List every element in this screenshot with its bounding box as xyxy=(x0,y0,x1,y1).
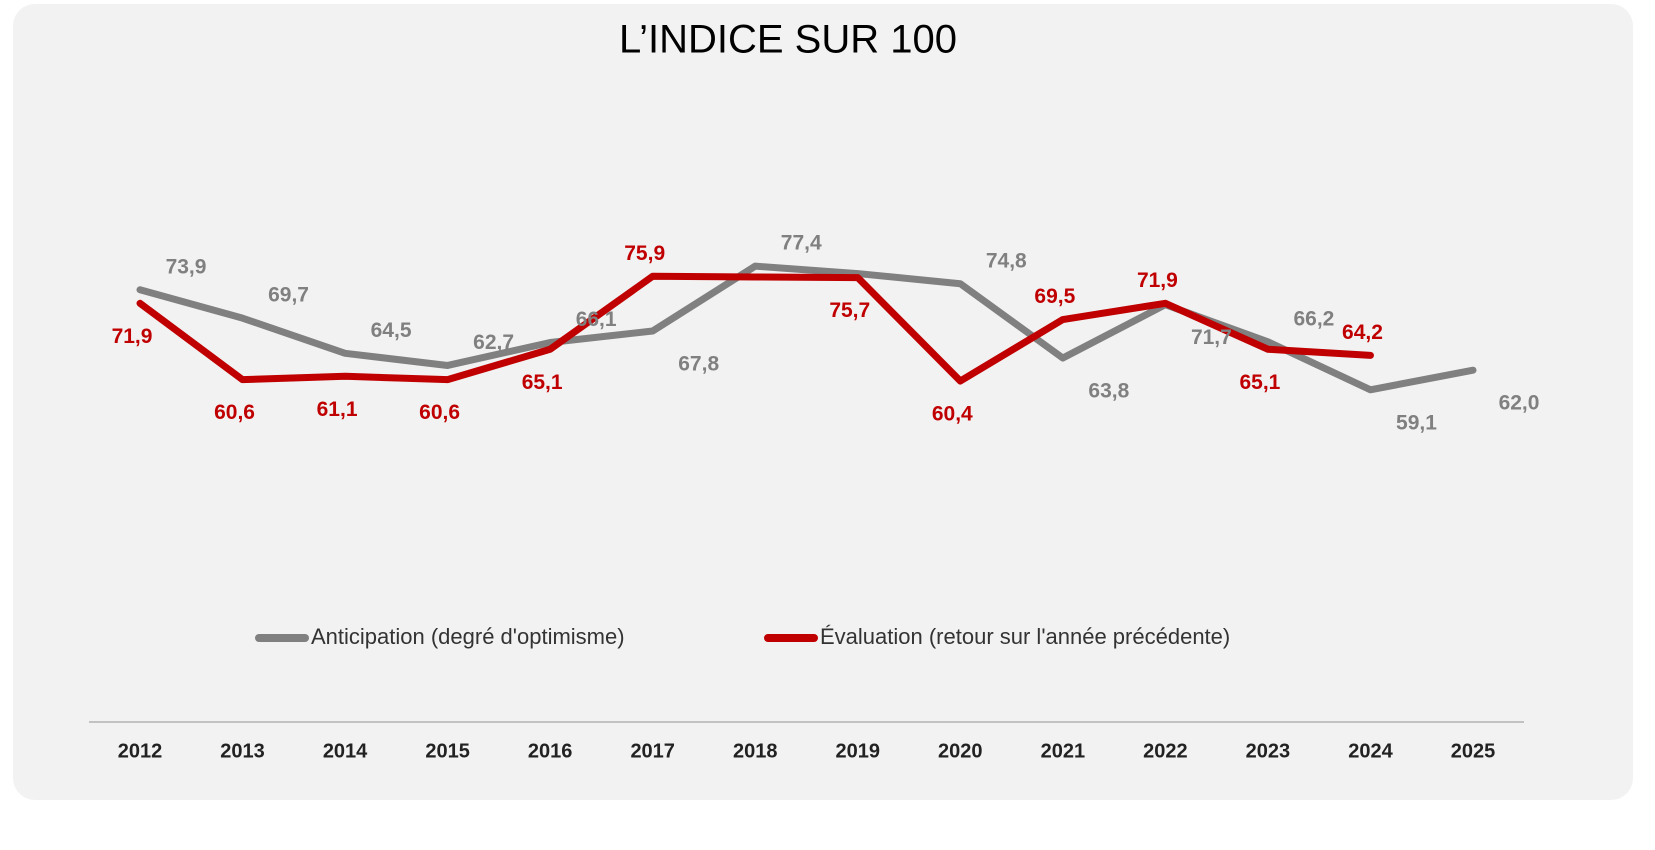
series-line xyxy=(136,272,1374,385)
x-tick-label: 2020 xyxy=(938,740,983,762)
data-label: 62,7 xyxy=(473,331,514,354)
x-tick-label: 2024 xyxy=(1348,740,1393,762)
x-tick-label: 2013 xyxy=(220,740,265,762)
data-label: 65,1 xyxy=(522,371,563,394)
data-label: 74,8 xyxy=(986,249,1027,272)
chart-background xyxy=(13,4,1633,800)
legend-label: Anticipation (degré d'optimisme) xyxy=(311,624,625,649)
data-label: 71,9 xyxy=(112,325,153,348)
data-label: 69,5 xyxy=(1034,285,1075,308)
x-tick-label: 2023 xyxy=(1246,740,1291,762)
x-tick-label: 2015 xyxy=(425,740,470,762)
x-tick-label: 2012 xyxy=(118,740,163,762)
x-tick-label: 2017 xyxy=(630,740,675,762)
data-label: 60,6 xyxy=(419,401,460,424)
data-label: 67,8 xyxy=(678,353,719,376)
x-tick-label: 2018 xyxy=(733,740,778,762)
data-label: 69,7 xyxy=(268,284,309,307)
data-label: 71,9 xyxy=(1137,269,1178,292)
data-label: 75,7 xyxy=(829,299,870,322)
data-label: 77,4 xyxy=(781,232,822,255)
data-label: 65,1 xyxy=(1239,371,1280,394)
data-label: 63,8 xyxy=(1088,380,1129,403)
x-tick-label: 2025 xyxy=(1451,740,1496,762)
x-tick-label: 2016 xyxy=(528,740,573,762)
data-label: 62,0 xyxy=(1499,392,1540,415)
data-label: 71,7 xyxy=(1191,326,1232,349)
data-label: 73,9 xyxy=(166,255,207,278)
data-label: 66,1 xyxy=(576,308,617,331)
series-line xyxy=(136,262,1477,394)
legend-label: Évaluation (retour sur l'année précédent… xyxy=(820,624,1230,649)
x-tick-label: 2014 xyxy=(323,740,368,762)
x-tick-label: 2019 xyxy=(836,740,881,762)
x-tick-label: 2021 xyxy=(1041,740,1086,762)
x-tick-label: 2022 xyxy=(1143,740,1188,762)
data-label: 60,4 xyxy=(932,403,973,426)
data-label: 61,1 xyxy=(317,398,358,421)
data-label: 59,1 xyxy=(1396,411,1437,434)
data-label: 66,2 xyxy=(1293,307,1334,330)
data-label: 75,9 xyxy=(624,242,665,265)
chart-title: L’INDICE SUR 100 xyxy=(619,18,957,62)
data-label: 64,5 xyxy=(371,319,412,342)
data-label: 60,6 xyxy=(214,401,255,424)
data-label: 64,2 xyxy=(1342,321,1383,344)
